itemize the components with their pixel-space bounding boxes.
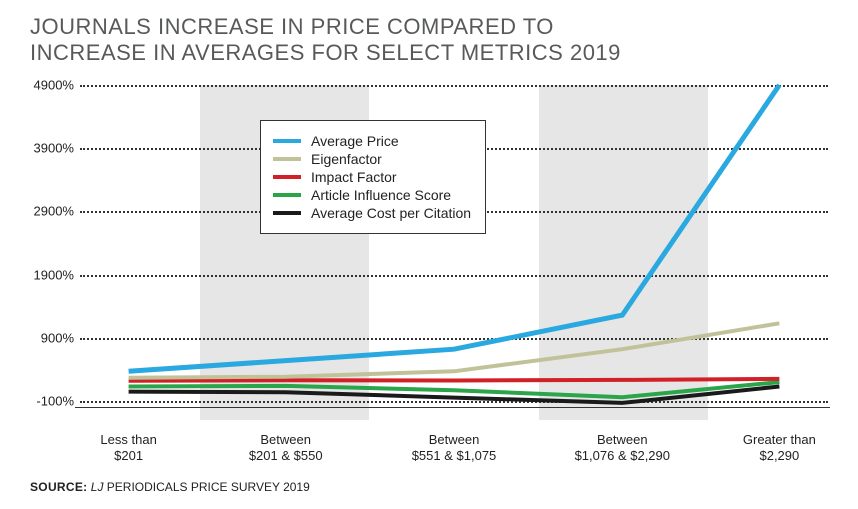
source-italic: LJ	[91, 480, 104, 494]
legend-item: Eigenfactor	[273, 151, 471, 167]
legend-item: Average Cost per Citation	[273, 205, 471, 221]
legend-item: Impact Factor	[273, 169, 471, 185]
series-line	[129, 379, 780, 381]
chart-title: JOURNALS INCREASE IN PRICE COMPARED TO I…	[30, 14, 621, 67]
legend-label: Impact Factor	[311, 169, 397, 185]
legend-swatch	[273, 157, 301, 161]
title-line-2: INCREASE IN AVERAGES FOR SELECT METRICS …	[30, 40, 621, 65]
legend-swatch	[273, 139, 301, 143]
legend-swatch	[273, 175, 301, 179]
x-tick-label: Between$201 & $550	[226, 432, 346, 465]
legend-swatch	[273, 193, 301, 197]
legend-label: Average Cost per Citation	[311, 205, 471, 221]
y-tick-label: 900%	[28, 330, 74, 345]
legend-swatch	[273, 211, 301, 215]
x-tick-label: Between$551 & $1,075	[394, 432, 514, 465]
y-tick-label: 3900%	[28, 141, 74, 156]
source-label: SOURCE:	[30, 480, 87, 494]
source-rest: PERIODICALS PRICE SURVEY 2019	[103, 480, 309, 494]
legend-item: Article Influence Score	[273, 187, 471, 203]
x-tick-label: Greater than$2,290	[719, 432, 839, 465]
y-tick-label: 4900%	[28, 78, 74, 93]
legend-label: Eigenfactor	[311, 151, 382, 167]
y-tick-label: 1900%	[28, 267, 74, 282]
source-citation: SOURCE: LJ PERIODICALS PRICE SURVEY 2019	[30, 480, 310, 494]
legend-item: Average Price	[273, 133, 471, 149]
y-tick-label: -100%	[28, 394, 74, 409]
x-tick-label: Between$1,076 & $2,290	[562, 432, 682, 465]
x-tick-label: Less than$201	[69, 432, 189, 465]
legend-label: Average Price	[311, 133, 399, 149]
y-tick-label: 2900%	[28, 204, 74, 219]
legend: Average Price Eigenfactor Impact Factor Art…	[260, 120, 486, 234]
title-line-1: JOURNALS INCREASE IN PRICE COMPARED TO	[30, 14, 554, 39]
legend-label: Article Influence Score	[311, 187, 451, 203]
